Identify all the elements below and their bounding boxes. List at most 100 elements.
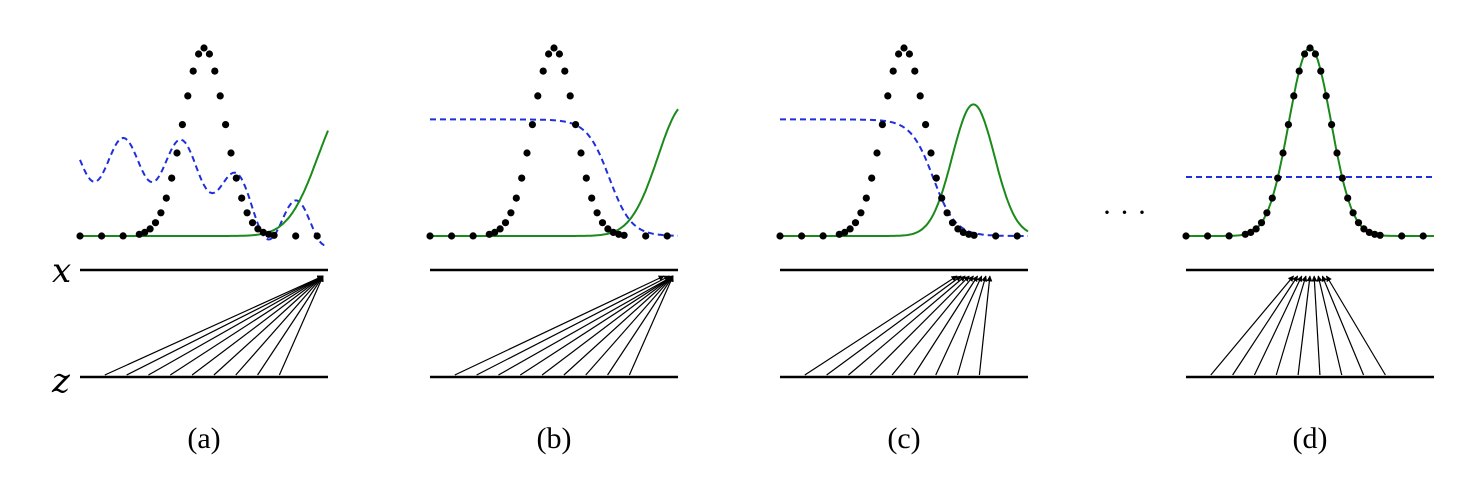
generator-distribution-curve [780,103,1029,237]
data-distribution-dot [1252,225,1260,233]
discriminator-curve [430,118,679,237]
panel-caption: (d) [1293,422,1328,455]
data-distribution-dot [873,149,881,157]
mapping-arrow [1253,275,1303,376]
mapping-arrow [278,275,324,376]
data-distribution-dot [862,194,870,202]
data-distribution-dot [200,44,208,52]
data-distribution-dot [566,92,574,100]
data-distribution-dot [151,219,160,227]
mapping-arrow [978,275,993,376]
mapping-arrow [585,275,674,376]
data-distribution-dot [1301,50,1309,58]
data-distribution-dot [932,174,940,182]
data-distribution-dot [1013,232,1021,240]
data-distribution-dot [798,232,806,240]
panel-caption: (a) [187,422,220,455]
data-distribution-dot [884,92,892,100]
mapping-arrow [1275,275,1308,376]
data-distribution-dot [1349,209,1357,217]
data-distribution-dot [518,174,526,182]
data-distribution-dot [868,174,876,182]
mapping-arrow [1232,275,1299,376]
x-axis-label: x [52,251,71,291]
data-distribution-dot [577,149,585,157]
generator-distribution-curve [80,130,329,237]
z-axis-label: z [51,361,71,401]
data-distribution-dot [943,209,951,217]
data-distribution-dot [216,92,224,100]
data-distribution-dot [265,230,273,238]
data-distribution-dot [1274,174,1282,182]
data-distribution-dot [313,232,321,240]
data-distribution-dot [178,121,186,129]
panel-b: (b) [426,44,679,455]
data-distribution-dot [561,67,569,75]
data-distribution-dot [507,209,515,217]
data-distribution-dot [965,230,973,238]
data-distribution-dot [232,174,240,182]
data-distribution-dot [550,44,558,52]
data-distribution-dot [545,50,553,58]
data-distribution-dot [248,219,257,227]
mapping-arrow [1321,275,1365,376]
data-distribution-dot [168,174,176,182]
data-distribution-dot [948,219,957,227]
data-distribution-dot [1333,149,1341,157]
data-distribution-dot [254,225,262,233]
data-distribution-dot [911,67,919,75]
data-distribution-dot [1317,67,1325,75]
data-distribution-dot [189,67,197,75]
ellipsis-text: · · · [1102,196,1147,229]
data-distribution-dot [512,194,520,202]
mapping-arrow [1210,275,1294,376]
data-distribution-dot [1204,232,1212,240]
mapping-arrow [628,275,674,376]
panel-caption: (c) [887,422,920,455]
mapping-arrow [1325,275,1386,376]
data-distribution-dot [270,231,278,239]
data-distribution-dot [1290,92,1298,100]
data-distribution-dot [889,67,897,75]
data-distribution-dot [900,44,908,52]
data-distribution-dot [211,67,219,75]
mapping-arrow [935,275,983,376]
data-distribution-dot [426,232,434,240]
data-distribution-dot [238,194,246,202]
data-distribution-dot [1365,228,1373,236]
mapping-arrow [148,275,324,376]
mapping-arrow [169,275,324,376]
mapping-arrow [1316,275,1343,376]
mapping-arrow [235,275,324,376]
data-distribution-dot [1225,232,1233,240]
data-distribution-dot [857,209,865,217]
panel-caption: (b) [537,422,572,455]
data-distribution-dot [292,232,300,240]
discriminator-curve [780,118,1028,237]
mapping-arrow [848,275,966,376]
data-distribution-dot [119,232,127,240]
data-distribution-dot [593,209,601,217]
data-distribution-dot [970,231,978,239]
mapping-arrow [913,275,979,376]
data-distribution-dot [922,121,930,129]
generator-distribution-curve [430,108,679,237]
mapping-arrow [126,275,324,376]
data-distribution-dot [1263,209,1271,217]
data-distribution-dot [1311,50,1319,58]
data-distribution-dot [776,232,784,240]
panels: (a) (b) (c) (d) [76,44,1434,455]
data-distribution-dot [76,232,84,240]
mapping-arrow [826,275,962,376]
panel-c: (c) [776,44,1029,455]
data-distribution-dot [1371,230,1379,238]
data-distribution-dot [146,225,154,233]
data-distribution-dot [841,228,849,236]
data-distribution-dot [663,232,671,240]
data-distribution-dot [1182,232,1190,240]
mapping-arrow [1297,275,1313,376]
data-distribution-dot [1398,232,1406,240]
data-distribution-dot [259,228,267,236]
generator-distribution-curve [1186,46,1434,237]
